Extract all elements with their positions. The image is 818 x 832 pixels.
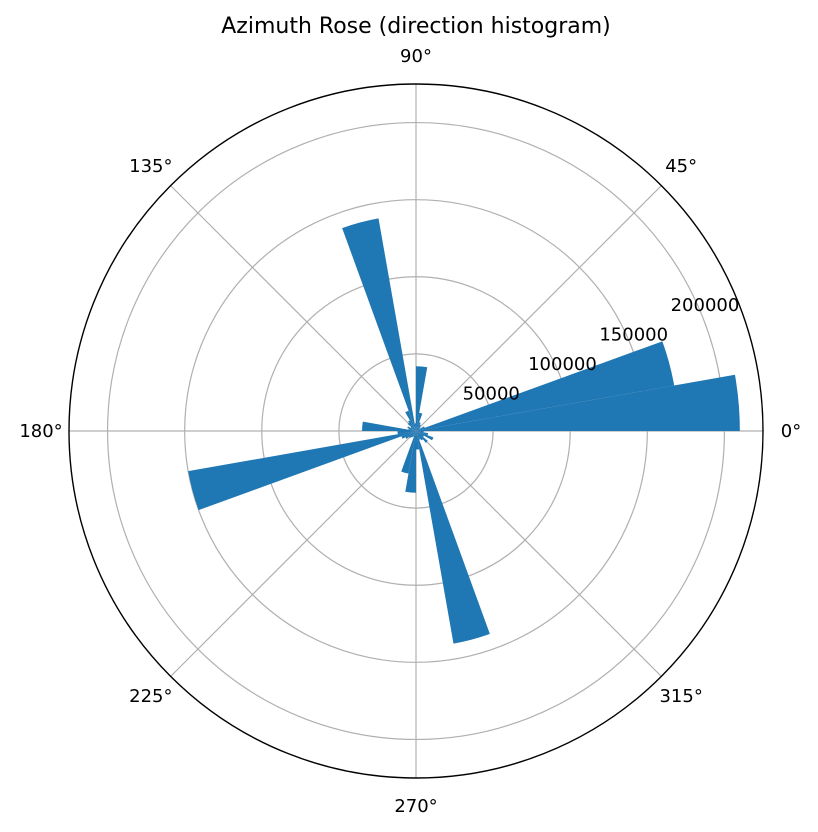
histogram-bars — [188, 218, 740, 644]
bar-215deg — [405, 431, 416, 439]
tick-labels: 0° 45° 90° 135° 180° 225° 270° 315° 50000 1000001… — [19, 46, 801, 817]
radial-tick-label: 100000 — [528, 354, 597, 375]
angular-gridline-315 — [415, 430, 662, 677]
angle-tick-label: 90° — [400, 46, 432, 67]
angle-tick-label: 180° — [19, 421, 62, 442]
polar-frame — [68, 83, 764, 779]
angular-gridline-135 — [170, 185, 417, 432]
radial-tick-label: 200000 — [671, 295, 740, 316]
bar-265deg — [405, 431, 416, 493]
bar-165deg — [408, 428, 416, 431]
bar-315deg — [416, 431, 428, 443]
angular-gridline-225 — [170, 430, 417, 677]
bar-235deg — [411, 431, 416, 438]
bar-125deg — [408, 420, 416, 431]
bar-335deg — [416, 431, 434, 441]
bar-85deg — [416, 366, 428, 431]
radial-tick-label: 150000 — [599, 324, 668, 345]
bar-35deg — [416, 428, 421, 431]
angle-tick-label: 315° — [659, 686, 702, 707]
bar-45deg — [416, 426, 421, 431]
angle-tick-label: 225° — [129, 686, 172, 707]
bar-75deg — [416, 412, 423, 431]
bar-55deg — [416, 424, 421, 431]
bar-305deg — [416, 431, 423, 441]
bar-205deg — [401, 431, 416, 439]
bar-145deg — [410, 427, 416, 431]
angle-tick-label: 270° — [394, 796, 437, 817]
bar-95deg — [414, 423, 416, 431]
bar-175deg — [362, 421, 416, 431]
bar-285deg — [416, 431, 490, 644]
bar-185deg — [397, 431, 416, 435]
bar-275deg — [416, 431, 420, 450]
bar-295deg — [416, 431, 421, 440]
bar-15deg — [416, 341, 675, 431]
bar-325deg — [416, 431, 425, 437]
bar-345deg — [416, 431, 429, 436]
angle-tick-label: 135° — [129, 156, 172, 177]
bar-195deg — [188, 431, 416, 511]
bar-65deg — [416, 422, 421, 431]
bar-245deg — [412, 431, 416, 437]
angle-tick-label: 45° — [665, 156, 697, 177]
bar-255deg — [401, 431, 416, 474]
bar-115deg — [405, 410, 416, 431]
bar-105deg — [342, 218, 416, 431]
bar-5deg — [416, 374, 740, 431]
bar-155deg — [407, 426, 416, 431]
angle-tick-label: 0° — [781, 421, 801, 442]
radial-tick-label: 50000 — [463, 383, 520, 404]
bar-355deg — [416, 431, 424, 433]
angular-gridline-45 — [415, 185, 662, 432]
bar-135deg — [407, 422, 416, 431]
chart-title: Azimuth Rose (direction histogram) — [221, 14, 611, 39]
bar-25deg — [416, 426, 425, 431]
bar-225deg — [408, 431, 416, 439]
